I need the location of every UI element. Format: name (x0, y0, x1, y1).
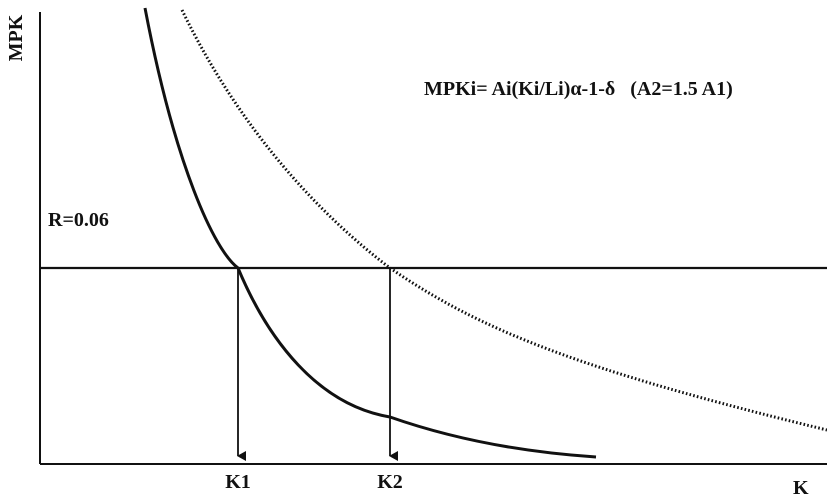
mpk-curve-1 (143, 7, 597, 459)
k2-label: K2 (377, 471, 403, 493)
y-axis-label: MPK (5, 14, 27, 61)
x-axis-label: K (793, 477, 809, 499)
mpk-curve-2 (180, 9, 827, 432)
formula-annotation: MPKi= Ai(Ki/Li)α-1-δ (A2=1.5 A1) (424, 78, 733, 100)
interest-rate-label: R=0.06 (48, 209, 109, 231)
k1-label: K1 (225, 471, 251, 493)
